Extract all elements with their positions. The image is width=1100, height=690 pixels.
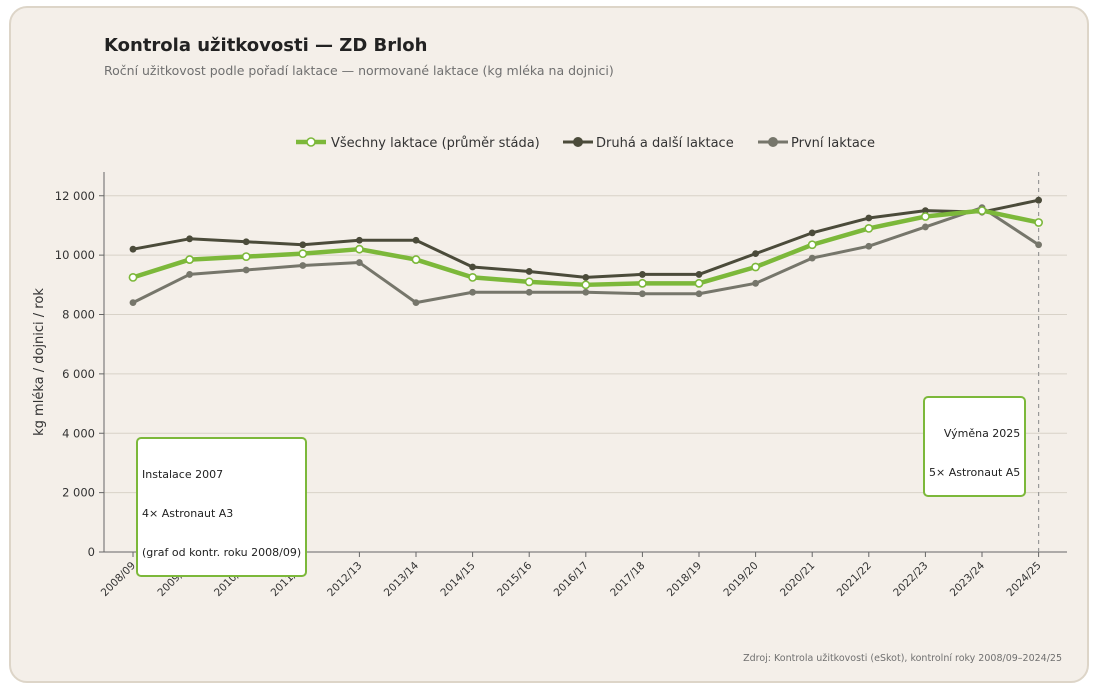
data-point xyxy=(354,244,364,254)
data-point xyxy=(468,272,477,282)
data-point xyxy=(752,279,759,287)
x-tick-label: 2017/18 xyxy=(608,560,647,599)
data-point xyxy=(808,229,816,237)
x-tick-label: 2019/20 xyxy=(721,560,760,599)
y-tick-label: 2 000 xyxy=(62,486,95,500)
data-point xyxy=(524,277,534,287)
y-tick-label: 10 000 xyxy=(55,248,95,262)
x-tick-label: 2018/19 xyxy=(665,560,704,599)
data-point xyxy=(922,223,929,231)
data-point xyxy=(695,271,703,278)
data-point xyxy=(639,290,646,298)
data-point xyxy=(412,236,420,244)
grid-lines xyxy=(104,195,1067,494)
legend-marker xyxy=(306,137,316,147)
annotation-replace-line-1: Výměna 2025 xyxy=(943,427,1021,440)
data-point xyxy=(128,272,138,282)
data-point xyxy=(299,241,307,249)
data-point xyxy=(242,266,250,274)
data-point xyxy=(186,271,194,278)
annotation-install-line-2: 4× Astronaut A3 xyxy=(142,507,234,520)
data-point xyxy=(412,299,420,307)
x-tick-label: 2022/23 xyxy=(891,560,930,599)
data-point xyxy=(241,252,251,262)
data-point xyxy=(865,242,873,250)
data-point xyxy=(129,245,137,253)
data-point xyxy=(694,278,704,288)
annotation-replace: Výměna 2025 5× Astronaut A5 xyxy=(923,396,1027,497)
data-point xyxy=(525,288,533,296)
data-point xyxy=(695,290,703,298)
data-point xyxy=(751,262,760,272)
data-point xyxy=(356,259,363,266)
x-tick-label: 2015/16 xyxy=(495,559,535,599)
y-tick-label: 8 000 xyxy=(62,308,95,322)
chart-title: Kontrola užitkovosti — ZD Brloh xyxy=(104,35,428,56)
data-point xyxy=(299,262,307,269)
legend: Všechny laktace (průměr stáda) Druhá a da… xyxy=(296,136,875,151)
y-tick-label: 12 000 xyxy=(55,189,95,203)
series-line xyxy=(131,198,1041,279)
data-point xyxy=(582,273,590,281)
data-point xyxy=(469,263,476,271)
annotation-install: Instalace 2007 4× Astronaut A3 (graf od … xyxy=(136,437,308,577)
annotation-replace-line-2: 5× Astronaut A5 xyxy=(929,466,1021,479)
source-note: Zdroj: Kontrola užitkovosti (eSkot), kon… xyxy=(743,653,1062,664)
data-point xyxy=(639,271,646,278)
annotation-install-line-3: (graf od kontr. roku 2008/09) xyxy=(142,546,302,559)
legend-label: První laktace xyxy=(791,136,875,151)
data-point xyxy=(411,255,421,264)
data-point xyxy=(356,236,363,244)
data-point xyxy=(581,280,591,290)
legend-label: Druhá a další laktace xyxy=(596,136,734,151)
data-point xyxy=(298,249,308,259)
data-point xyxy=(921,212,930,221)
data-point xyxy=(865,214,873,222)
data-point xyxy=(922,207,929,214)
x-tick-label: 2008/09 xyxy=(99,560,138,599)
data-point xyxy=(1034,218,1043,227)
legend-marker xyxy=(573,137,583,147)
data-point xyxy=(752,250,759,258)
legend-marker xyxy=(768,137,778,147)
y-axis-label: kg mléka / dojnici / rok xyxy=(32,288,47,436)
x-tick-label: 2024/25 xyxy=(1004,560,1043,599)
data-point xyxy=(808,254,816,262)
y-tick-labels: 0 2 000 4 000 6 000 8 000 10 000 12 000 xyxy=(55,189,95,559)
data-point xyxy=(977,206,987,215)
data-point xyxy=(525,268,533,275)
y-tick-label: 6 000 xyxy=(62,367,95,381)
annotation-install-line-1: Instalace 2007 xyxy=(142,468,224,481)
y-tick-label: 0 xyxy=(88,545,95,559)
data-point xyxy=(638,278,647,288)
y-tick-label: 4 000 xyxy=(62,426,95,440)
chart-subtitle: Roční užitkovost podle pořadí laktace — … xyxy=(104,63,614,78)
x-tick-label: 2016/17 xyxy=(552,560,591,599)
data-point xyxy=(864,224,874,233)
series-lines xyxy=(128,196,1043,307)
x-tick-label: 2014/15 xyxy=(438,560,477,599)
x-tick-label: 2020/21 xyxy=(778,560,817,599)
x-tick-label: 2013/14 xyxy=(382,559,422,599)
x-tick-label: 2021/22 xyxy=(835,560,874,599)
legend-label: Všechny laktace (průměr stáda) xyxy=(331,136,540,151)
data-point xyxy=(186,235,194,243)
data-point xyxy=(807,240,817,250)
data-point xyxy=(185,255,194,264)
data-point xyxy=(129,299,137,307)
data-point xyxy=(582,288,590,296)
data-point xyxy=(1035,241,1042,249)
data-point xyxy=(1035,196,1042,204)
data-point xyxy=(242,238,250,246)
series-line xyxy=(130,208,1041,288)
x-tick-label: 2012/13 xyxy=(325,560,364,599)
data-point xyxy=(469,288,476,296)
x-tick-label: 2023/24 xyxy=(948,559,988,599)
